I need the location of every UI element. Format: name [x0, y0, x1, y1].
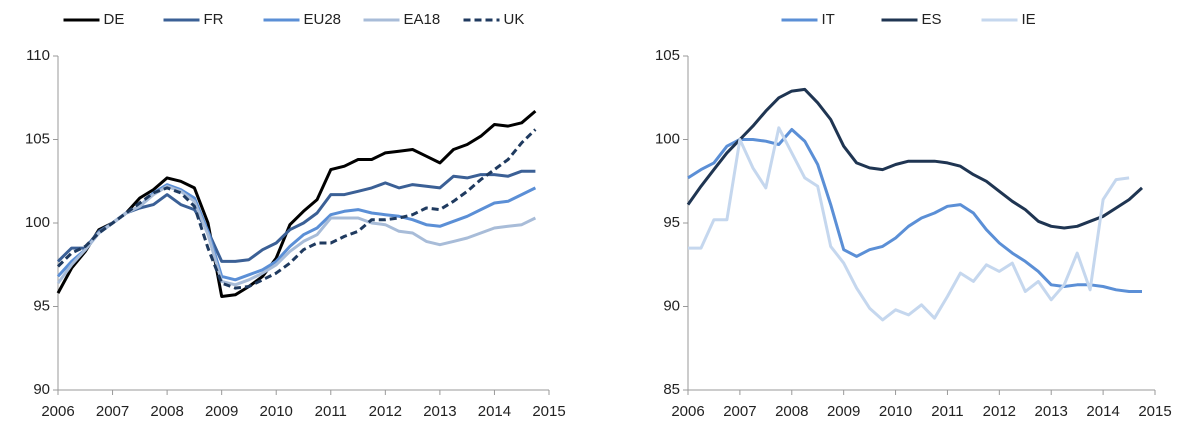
legend-label: EU28: [304, 11, 342, 28]
x-tick-label: 2007: [96, 403, 129, 420]
x-tick-label: 2015: [1138, 403, 1171, 420]
y-tick-label: 95: [33, 297, 50, 314]
legend-label: EA18: [404, 11, 441, 28]
legend-label: FR: [204, 11, 224, 28]
series-line: [56, 109, 537, 298]
y-tick-label: 95: [663, 214, 680, 231]
legend-label: DE: [104, 11, 125, 28]
legend-label: IE: [1022, 11, 1036, 28]
y-tick-label: 100: [655, 130, 680, 147]
x-tick-label: 2007: [723, 403, 756, 420]
legend-label: ES: [922, 11, 942, 28]
x-tick-label: 2010: [879, 403, 912, 420]
y-tick-label: 105: [655, 47, 680, 64]
x-tick-label: 2009: [827, 403, 860, 420]
series-line: [56, 184, 537, 287]
y-tick-label: 105: [25, 130, 50, 147]
x-tick-label: 2013: [1035, 403, 1068, 420]
y-tick-label: 110: [26, 47, 50, 64]
x-tick-label: 2009: [205, 403, 238, 420]
x-tick-label: 2008: [775, 403, 808, 420]
x-tick-label: 2014: [1086, 403, 1119, 420]
x-tick-label: 2013: [423, 403, 456, 420]
series-line: [56, 128, 537, 290]
legend-label: UK: [504, 11, 525, 28]
x-tick-label: 2014: [478, 403, 511, 420]
x-tick-label: 2006: [671, 403, 704, 420]
x-tick-label: 2008: [150, 403, 183, 420]
series-line: [686, 87, 1144, 230]
x-tick-label: 2012: [983, 403, 1016, 420]
x-tick-label: 2012: [369, 403, 402, 420]
x-tick-label: 2010: [260, 403, 293, 420]
y-tick-label: 85: [663, 381, 680, 398]
y-tick-label: 90: [663, 297, 680, 314]
series-line: [688, 126, 1130, 322]
series-line: [687, 128, 1142, 293]
x-tick-label: 2011: [315, 403, 347, 420]
y-tick-label: 90: [33, 381, 50, 398]
legend-label: IT: [822, 11, 835, 28]
series-line: [56, 183, 537, 282]
x-tick-label: 2015: [532, 403, 565, 420]
x-tick-label: 2006: [41, 403, 74, 420]
x-tick-label: 2011: [931, 403, 963, 420]
y-tick-label: 100: [25, 214, 50, 231]
